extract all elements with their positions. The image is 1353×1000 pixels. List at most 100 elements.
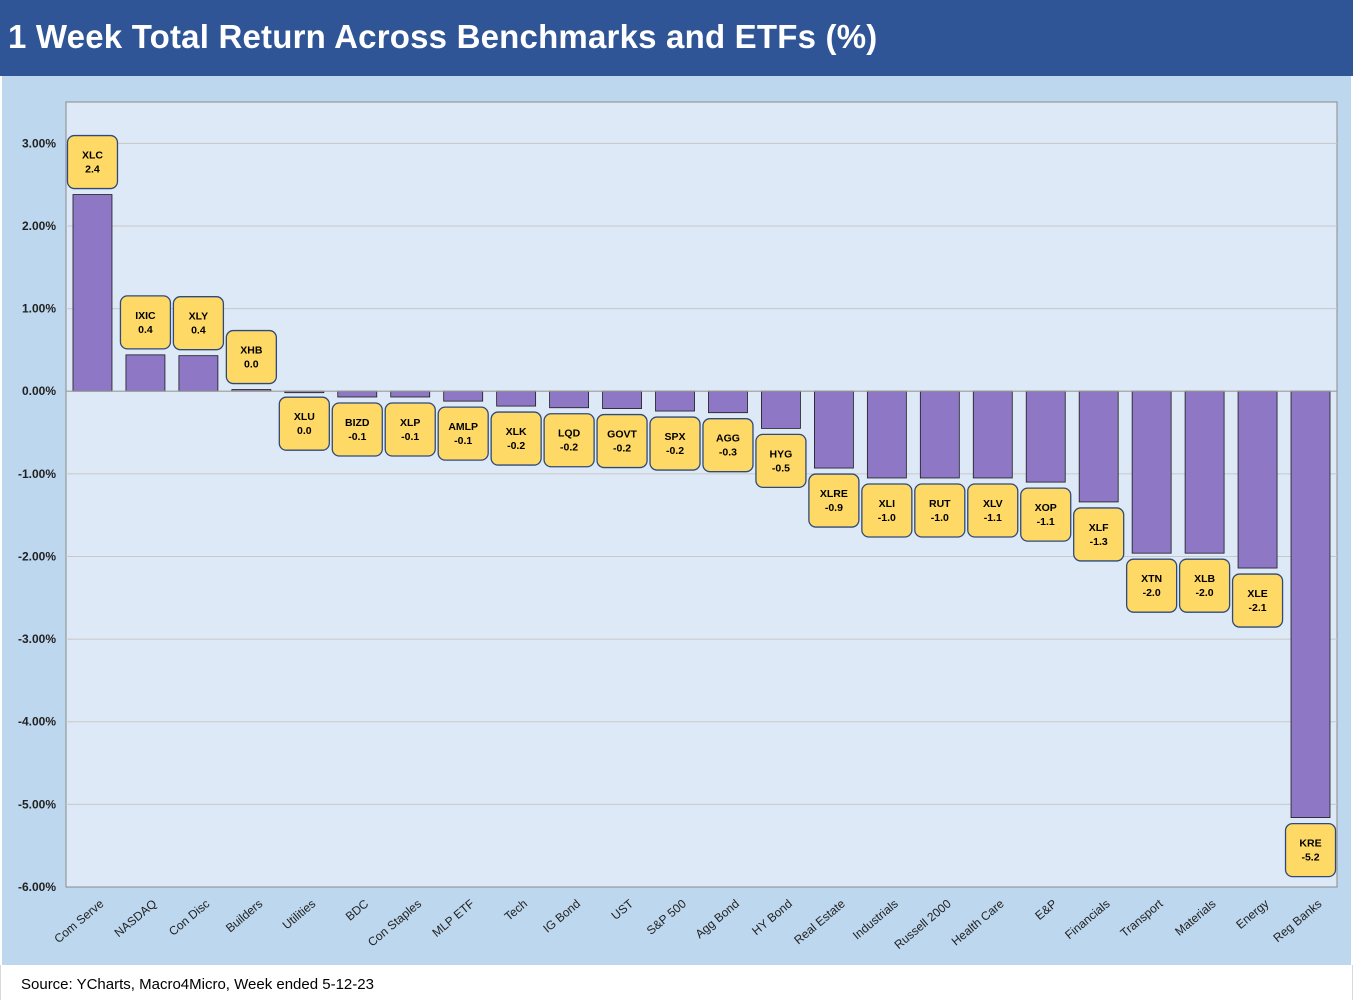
bar: [813, 390, 854, 469]
bar: [125, 354, 166, 392]
bar: [390, 390, 431, 398]
x-tick-label: Energy: [1233, 897, 1271, 932]
y-tick-label: -3.00%: [18, 632, 56, 646]
data-label: XTN -2.0: [1125, 558, 1178, 613]
data-label: XLRE -0.9: [808, 473, 860, 528]
bar: [1184, 390, 1225, 554]
y-tick-label: -2.00%: [18, 549, 56, 563]
x-tick-label: MLP ETF: [429, 897, 477, 940]
data-label-box: [755, 433, 807, 489]
data-label-box: [384, 402, 436, 457]
data-label: XLY 0.4: [172, 296, 225, 351]
data-label-value: 0.4: [138, 324, 153, 336]
x-tick-label: BDC: [343, 896, 372, 923]
bar: [1025, 390, 1066, 483]
x-tick-label: UST: [609, 896, 637, 923]
data-label-box: [1125, 558, 1178, 613]
data-label-value: -0.5: [772, 462, 790, 474]
data-label-ticker: XOP: [1035, 502, 1057, 514]
data-label: GOVT -0.2: [596, 413, 648, 469]
data-labels: XLC2.4IXIC0.4XLY0.4XHB0.0XLU0.0BIZD-0.1X…: [66, 134, 1337, 878]
bar: [549, 390, 590, 409]
data-label-box: [278, 396, 330, 451]
chart-title: 1 Week Total Return Across Benchmarks an…: [8, 18, 878, 55]
x-tick-label: Agg Bond: [693, 897, 742, 942]
bar: [972, 390, 1013, 479]
data-label-ticker: AGG: [716, 433, 740, 445]
gridlines: [66, 142, 1337, 805]
bar: [1237, 390, 1278, 569]
data-label: LQD -0.2: [543, 413, 595, 468]
x-tick-label: Industrials: [850, 897, 901, 943]
data-label-box: [914, 483, 966, 538]
bar: [1290, 390, 1331, 818]
data-label-ticker: KRE: [1299, 838, 1321, 850]
data-label: RUT -1.0: [914, 483, 966, 538]
x-tick-label: Health Care: [949, 896, 1007, 948]
data-label: XLU 0.0: [278, 396, 330, 451]
data-label-ticker: GOVT: [607, 429, 637, 441]
data-label-ticker: XLE: [1247, 588, 1267, 600]
x-tick-label: Real Estate: [791, 896, 848, 947]
x-tick-label: Utilities: [280, 897, 319, 933]
y-tick-label: 0.00%: [22, 384, 56, 398]
data-label-value: -0.2: [666, 445, 684, 457]
data-label-ticker: SPX: [665, 431, 686, 443]
data-label-box: [543, 413, 595, 468]
bar: [761, 390, 801, 429]
y-tick-label: 2.00%: [22, 219, 56, 233]
x-tick-label: Russell 2000: [892, 896, 954, 952]
data-label-value: -1.0: [931, 512, 949, 524]
data-label-ticker: XLY: [189, 311, 208, 323]
data-label-value: 0.4: [191, 325, 206, 337]
data-label-ticker: XLF: [1089, 522, 1109, 534]
data-label-value: -0.1: [454, 435, 472, 447]
data-label: XLE -2.1: [1231, 573, 1284, 628]
data-label-value: -1.0: [878, 512, 896, 524]
bar: [443, 390, 484, 402]
bar: [178, 355, 219, 392]
data-label: XLB -2.0: [1178, 558, 1231, 613]
data-label-value: -0.2: [507, 440, 525, 452]
data-label: XHB 0.0: [225, 329, 278, 385]
data-label-box: [596, 413, 648, 469]
x-tick-label: Transport: [1118, 896, 1167, 940]
data-label-ticker: XLC: [82, 150, 103, 162]
data-label: BIZD -0.1: [331, 402, 383, 457]
data-label-ticker: LQD: [558, 428, 581, 440]
data-label-box: [1284, 822, 1337, 878]
data-label-box: [649, 416, 701, 471]
chart-area: 3.00% 2.00% 1.00% 0.00% -1.00% -2.00% -3.00% -4…: [2, 76, 1351, 965]
data-label-value: -0.2: [560, 442, 578, 454]
data-label: IXIC 0.4: [119, 295, 172, 350]
data-label: SPX -0.2: [649, 416, 701, 471]
data-label-box: [490, 411, 542, 466]
data-label-value: 0.0: [297, 425, 312, 437]
bar-chart: 3.00% 2.00% 1.00% 0.00% -1.00% -2.00% -3.00% -4…: [18, 101, 1338, 952]
x-tick-label: Con Disc: [166, 897, 212, 939]
data-label-value: -0.9: [825, 502, 843, 514]
data-label-value: -0.2: [613, 443, 631, 455]
bar: [919, 390, 960, 479]
bar: [655, 390, 695, 412]
y-tick-label: 1.00%: [22, 302, 56, 316]
source-note: Source: YCharts, Macro4Micro, Week ended…: [21, 976, 374, 993]
data-label-box: [119, 295, 172, 350]
data-label-value: -0.1: [348, 431, 366, 443]
bar: [1131, 390, 1172, 554]
x-tick-label: IG Bond: [540, 897, 583, 936]
x-tick-label: Builders: [223, 897, 265, 936]
data-label-ticker: XLI: [879, 498, 895, 510]
y-tick-label: -1.00%: [18, 467, 56, 481]
bar: [1078, 390, 1119, 503]
bar: [866, 390, 907, 479]
data-label-ticker: HYG: [770, 448, 793, 460]
data-label-box: [225, 329, 278, 385]
data-label-box: [172, 296, 225, 351]
data-label: XLP -0.1: [384, 402, 436, 457]
data-label-value: -5.2: [1301, 852, 1319, 864]
x-tick-label: Con Staples: [365, 897, 424, 950]
data-label-box: [1231, 573, 1284, 628]
data-label: AMLP -0.1: [437, 406, 489, 461]
data-label-value: -0.1: [401, 431, 419, 443]
